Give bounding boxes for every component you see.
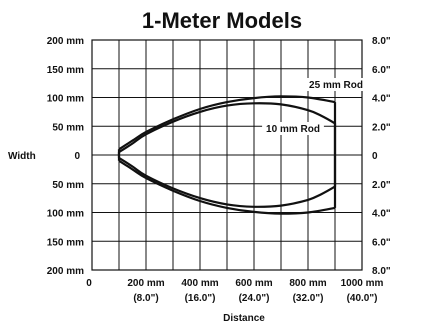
x-tick-sublabel: (40.0") — [347, 293, 378, 304]
y-tick-label-right: 4.0" — [372, 209, 391, 220]
x-tick-sublabel: (24.0") — [239, 293, 270, 304]
chart-title: 1-Meter Models — [142, 8, 302, 33]
y-tick-label-right: 6.0" — [372, 65, 391, 76]
series-label-bg — [262, 122, 324, 135]
x-tick-label: 400 mm — [181, 278, 218, 289]
y-tick-label-left: 50 mm — [52, 180, 84, 191]
y-tick-label-left: 100 mm — [47, 209, 84, 220]
series-25-mm-rod-lower-line — [118, 159, 336, 215]
series-annotations: 25 mm Rod 10 mm Rod — [262, 78, 367, 135]
series-label-bg — [305, 78, 367, 91]
y-tick-label-right: 2.0" — [372, 180, 391, 191]
y-tick-label-right: 4.0" — [372, 94, 391, 105]
x-tick-label: 200 mm — [127, 278, 164, 289]
series-25-mm-rod-upper-line — [118, 95, 336, 151]
y-tick-label-right: 0 — [372, 151, 378, 162]
x-tick-sublabel: (8.0") — [133, 293, 158, 304]
grid — [92, 40, 362, 270]
x-tick-label: 1000 mm — [341, 278, 384, 289]
tick-labels: 0 200 mm(8.0")400 mm(16.0")600 mm(24.0")8… — [47, 36, 391, 304]
curves — [117, 95, 337, 215]
y-tick-label-right: 8.0" — [372, 36, 391, 47]
series-label: 25 mm Rod — [309, 80, 363, 91]
y-tick-label-left: 100 mm — [47, 94, 84, 105]
y-tick-label-left: 200 mm — [47, 36, 84, 47]
series-10-mm-rod-lower-line — [118, 156, 336, 208]
y-tick-label-left: 150 mm — [47, 65, 84, 76]
series-10-mm-rod — [117, 102, 337, 208]
series-label: 10 mm Rod — [266, 124, 320, 135]
y-tick-label-right: 2.0" — [372, 122, 391, 133]
plot-frame — [91, 39, 363, 271]
x-tick-sublabel: (32.0") — [293, 293, 324, 304]
y-tick-label-left: 150 mm — [47, 237, 84, 248]
y-tick-label-left: 50 mm — [52, 122, 84, 133]
x-tick-label: 800 mm — [289, 278, 326, 289]
x-tick-sublabel: (16.0") — [185, 293, 216, 304]
y-tick-label-left: 0 — [74, 151, 80, 162]
y-tick-label-right: 6.0" — [372, 237, 391, 248]
y-tick-label-right: 8.0" — [372, 266, 391, 277]
x-tick-label: 0 — [86, 278, 92, 289]
x-tick-label: 600 mm — [235, 278, 272, 289]
series-10-mm-rod-upper-line — [118, 102, 336, 154]
x-axis-title: Distance — [223, 313, 265, 324]
y-tick-label-left: 200 mm — [47, 266, 84, 277]
y-axis-title: Width — [8, 151, 36, 162]
